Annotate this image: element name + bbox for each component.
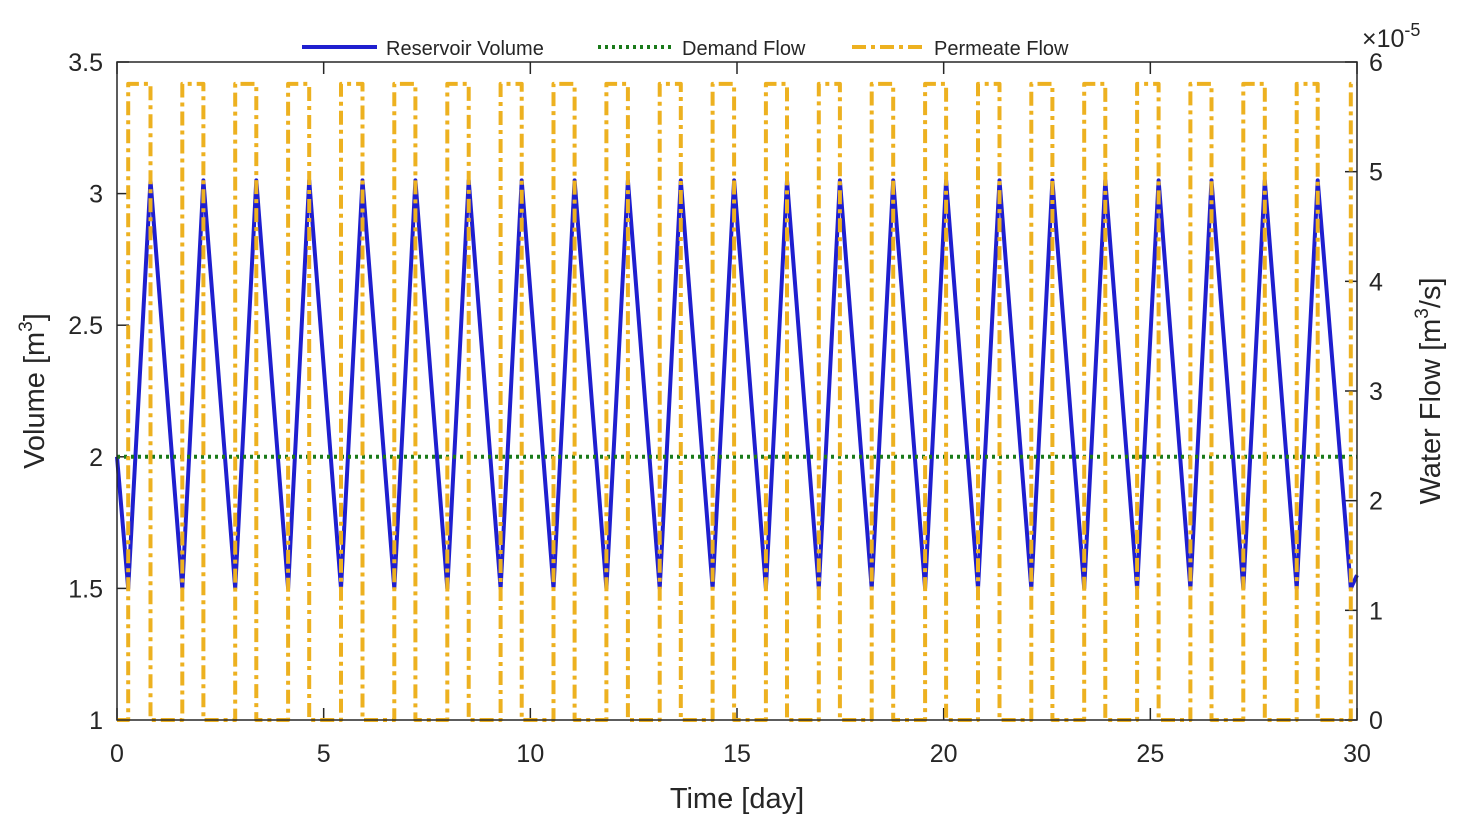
series-line-permeate-flow: [117, 81, 1357, 722]
y-right-tick-label: 4: [1369, 268, 1383, 296]
series-layer: [115, 81, 1359, 722]
y-right-tick-label: 0: [1369, 707, 1383, 735]
legend-label-demand: Demand Flow: [682, 38, 806, 60]
y-left-tick-label: 3.5: [68, 49, 103, 77]
legend-label-permeate: Permeate Flow: [934, 38, 1069, 60]
x-tick-label: 25: [1136, 740, 1164, 768]
y-right-exponent: ×10-5: [1362, 20, 1420, 53]
x-tick-label: 10: [516, 740, 544, 768]
y-left-tick-label: 1.5: [68, 575, 103, 603]
x-axis-title: Time [day]: [670, 783, 804, 815]
plot-frame: [116, 61, 1358, 721]
y-right-tick-label: 1: [1369, 597, 1383, 625]
x-tick-label: 0: [110, 740, 124, 768]
legend: Reservoir Volume Demand Flow Permeate Fl…: [302, 38, 1069, 60]
y-left-tick-label: 2.5: [68, 312, 103, 340]
legend-label-reservoir: Reservoir Volume: [386, 38, 544, 60]
y-left-axis-title: Volume [m3]: [16, 313, 51, 469]
y-right-tick-label: 3: [1369, 378, 1383, 406]
x-tick-label: 30: [1343, 740, 1371, 768]
y-left-tick-label: 1: [89, 707, 103, 735]
x-tick-label: 15: [723, 740, 751, 768]
y-right-tick-label: 5: [1369, 159, 1383, 187]
y-right-tick-labels: 0 1 2 3 4 5 6: [1369, 49, 1383, 735]
x-tick-label: 20: [930, 740, 958, 768]
y-right-axis-title: Water Flow [m3/s]: [1412, 277, 1447, 504]
y-left-tick-label: 2: [89, 444, 103, 472]
y-left-tick-labels: 1 1.5 2 2.5 3 3.5: [68, 49, 103, 735]
x-tick-labels: 0 5 10 15 20 25 30: [110, 740, 1371, 768]
x-tick-label: 5: [317, 740, 331, 768]
y-right-tick-label: 6: [1369, 49, 1383, 77]
y-left-tick-label: 3: [89, 181, 103, 209]
y-right-tick-label: 2: [1369, 488, 1383, 516]
